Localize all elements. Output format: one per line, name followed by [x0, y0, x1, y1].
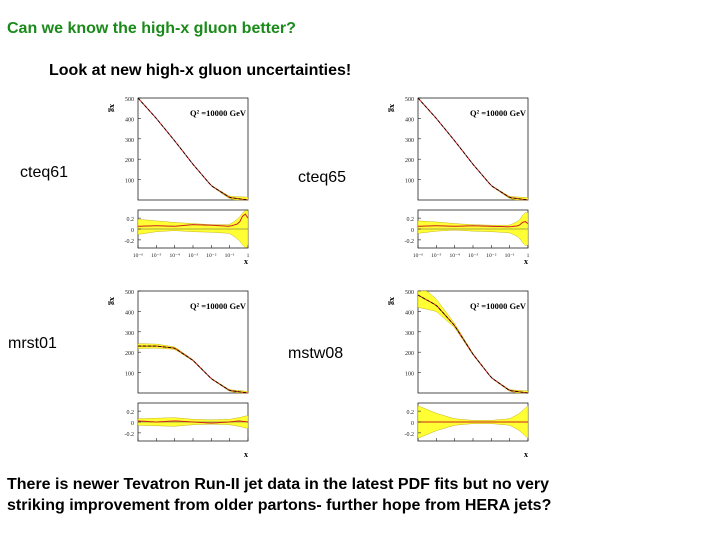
- bottom-ytick-label: -0.2: [405, 239, 415, 245]
- q2-annotation: Q² =10000 GeV: [190, 301, 247, 311]
- footer-line-2: striking improvement from older partons-…: [7, 497, 552, 514]
- top-ytick-label: 400: [405, 310, 414, 316]
- top-frame: [417, 97, 529, 201]
- top-ytick-label: 400: [125, 117, 134, 123]
- xtick-label: 10⁻⁴: [170, 253, 180, 259]
- xtick-label: 10⁻²: [486, 253, 496, 259]
- top-ytick-label: 100: [125, 372, 134, 378]
- xtick-label: 10⁻²: [206, 253, 216, 259]
- bottom-ytick-label: 0.2: [407, 410, 415, 416]
- footer-line-1: There is newer Tevatron Run-II jet data …: [7, 476, 550, 493]
- ylabel-xg: xg: [388, 104, 397, 112]
- top-ytick-label: 300: [405, 331, 414, 337]
- top-ytick-label: 300: [125, 138, 134, 144]
- top-central-curve: [417, 294, 529, 394]
- ylabel-xg: xg: [108, 104, 117, 112]
- xlabel-x: x: [244, 450, 248, 459]
- bottom-ytick-label: -0.2: [125, 239, 135, 245]
- q2-annotation: Q² =10000 GeV: [470, 301, 527, 311]
- xtick-label: 10⁻³: [468, 253, 478, 259]
- bottom-ytick-label: 0.2: [127, 410, 135, 416]
- bottom-ytick-label: -0.2: [405, 432, 415, 438]
- bottom-ytick-label: -0.2: [125, 432, 135, 438]
- chart-mrst01: 100 200 300 400 500 0.2 0 -0.2 Q² =10000 GeV xg x: [108, 290, 249, 459]
- chart-cteq61: 100 200 300 400 500 0.2 0 -0.2 10⁻⁶ 10⁻⁵ 10⁻⁴ 10⁻³ 1…: [108, 97, 250, 266]
- slide-title: Can we know the high-x gluon better?: [7, 20, 296, 37]
- xtick-label: 10⁻¹: [225, 253, 235, 259]
- q2-annotation: Q² =10000 GeV: [190, 108, 247, 118]
- top-ytick-label: 300: [125, 331, 134, 337]
- top-ytick-label: 100: [405, 179, 414, 185]
- slide-footer: There is newer Tevatron Run-II jet data …: [7, 474, 707, 516]
- xtick-label: 10⁻⁵: [151, 253, 161, 259]
- xtick-label: 10⁻⁶: [133, 253, 143, 259]
- ratio-alt-curve: [417, 220, 529, 228]
- bottom-ytick-label: 0: [131, 421, 134, 427]
- top-ytick-label: 400: [125, 310, 134, 316]
- label-mstw08: mstw08: [288, 345, 344, 362]
- bottom-ytick-label: 0: [411, 421, 414, 427]
- ylabel-xg: xg: [108, 297, 117, 305]
- top-ytick-label: 400: [405, 117, 414, 123]
- xtick-label: 1: [527, 253, 530, 259]
- xlabel-x: x: [244, 257, 248, 266]
- top-ytick-label: 500: [405, 97, 414, 103]
- ylabel-xg: xg: [388, 297, 397, 305]
- top-ytick-label: 100: [125, 179, 134, 185]
- label-cteq61: cteq61: [20, 164, 69, 181]
- top-ytick-label: 200: [405, 158, 414, 164]
- top-ytick-label: 500: [125, 290, 134, 296]
- bottom-ytick-label: 0: [131, 228, 134, 234]
- top-ytick-label: 200: [405, 351, 414, 357]
- chart-cteq65: 100 200 300 400 500 0.2 0 -0.2 10⁻⁶ 10⁻⁵ 10⁻⁴ 10⁻³ 1…: [388, 97, 530, 266]
- top-ytick-label: 500: [405, 290, 414, 296]
- top-ytick-label: 200: [125, 351, 134, 357]
- top-central-curve: [417, 97, 529, 201]
- top-ytick-label: 200: [125, 158, 134, 164]
- xtick-label: 10⁻⁵: [431, 253, 441, 259]
- xtick-label: 10⁻⁶: [413, 253, 423, 259]
- xtick-label: 10⁻³: [188, 253, 198, 259]
- label-cteq65: cteq65: [298, 169, 347, 186]
- xtick-label: 10⁻⁴: [450, 253, 460, 259]
- label-mrst01: mrst01: [8, 335, 57, 352]
- xtick-label: 10⁻¹: [505, 253, 515, 259]
- slide-subtitle: Look at new high-x gluon uncertainties!: [49, 62, 352, 79]
- xtick-label: 1: [247, 253, 250, 259]
- ratio-alt-curve: [137, 420, 249, 424]
- top-frame: [137, 97, 249, 201]
- bottom-ytick-label: 0.2: [407, 217, 415, 223]
- bottom-ytick-label: 0: [411, 228, 414, 234]
- top-ytick-label: 300: [405, 138, 414, 144]
- xlabel-x: x: [524, 450, 528, 459]
- top-ytick-label: 100: [405, 372, 414, 378]
- top-ytick-label: 500: [125, 97, 134, 103]
- chart-mstw08: 100 200 300 400 500 0.2 0 -0.2 Q² =10000 GeV xg x: [388, 290, 529, 459]
- xlabel-x: x: [524, 257, 528, 266]
- top-central-curve: [138, 345, 249, 394]
- top-frame: [137, 290, 249, 394]
- top-central-curve: [137, 97, 249, 201]
- ratio-alt-curve: [137, 213, 249, 227]
- bottom-ytick-label: 0.2: [127, 217, 135, 223]
- q2-annotation: Q² =10000 GeV: [470, 108, 527, 118]
